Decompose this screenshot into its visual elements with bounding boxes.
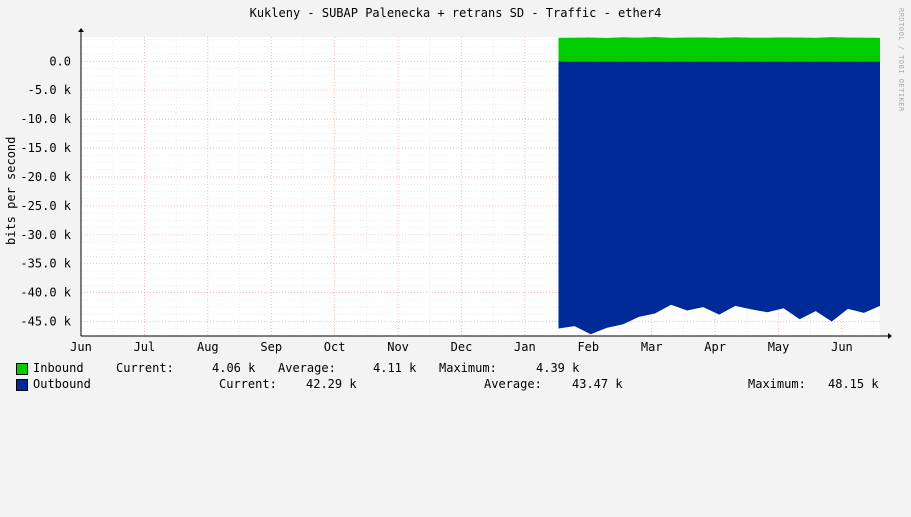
inbound-current-label: Current: <box>116 361 174 375</box>
x-tick-label: Nov <box>387 340 409 354</box>
inbound-label: Inbound <box>33 361 84 375</box>
x-axis-arrow <box>888 333 892 339</box>
x-tick-label: Jun <box>70 340 92 354</box>
x-tick-label: Oct <box>324 340 346 354</box>
x-tick-label: Sep <box>260 340 282 354</box>
inbound-current-value: 4.06 k <box>212 361 256 375</box>
x-tick-label: Jun <box>831 340 853 354</box>
legend-row-inbound: Inbound Current: 4.06 k Average: 4.11 k … <box>16 361 896 376</box>
y-tick-label: -20.0 k <box>20 170 71 184</box>
series-inbound-area <box>558 37 880 62</box>
inbound-average-value: 4.11 k <box>373 361 417 375</box>
rrd-graph: 0.0 -5.0 k -10.0 k -15.0 k -20.0 k -25.0 k -30… <box>4 6 905 393</box>
inbound-maximum-value: 4.39 k <box>536 361 580 375</box>
inbound-swatch <box>16 363 28 375</box>
outbound-label: Outbound <box>33 377 91 391</box>
outbound-average-value: 43.47 k <box>572 377 623 391</box>
inbound-average-label: Average: <box>278 361 336 375</box>
y-tick-label: -30.0 k <box>20 228 71 242</box>
outbound-current-value: 42.29 k <box>306 377 357 391</box>
y-tick-label: -40.0 k <box>20 286 71 300</box>
legend-row-outbound: Outbound Current: 42.29 k Average: 43.47… <box>16 377 896 392</box>
y-tick-label: 0.0 <box>49 54 71 68</box>
y-tick-label: -45.0 k <box>20 315 71 329</box>
x-tick-label: Dec <box>451 340 473 354</box>
outbound-current-label: Current: <box>219 377 277 391</box>
rrdtool-watermark: RRDTOOL / TOBI OETIKER <box>897 8 905 112</box>
x-tick-label: Jul <box>134 340 156 354</box>
y-tick-label: -10.0 k <box>20 112 71 126</box>
outbound-swatch <box>16 379 28 391</box>
outbound-maximum-value: 48.15 k <box>828 377 879 391</box>
x-tick-label: Mar <box>641 340 663 354</box>
y-tick-label: -25.0 k <box>20 199 71 213</box>
x-tick-label: May <box>768 340 790 354</box>
x-tick-label: Feb <box>577 340 599 354</box>
legend: Inbound Current: 4.06 k Average: 4.11 k … <box>16 361 896 393</box>
inbound-maximum-label: Maximum: <box>439 361 497 375</box>
y-tick-label: -15.0 k <box>20 141 71 155</box>
y-axis-label: bits per second <box>4 136 18 245</box>
x-tick-label: Jan <box>514 340 536 354</box>
y-tick-label: -5.0 k <box>28 83 72 97</box>
y-axis-arrow <box>78 28 84 32</box>
x-tick-label: Aug <box>197 340 219 354</box>
outbound-average-label: Average: <box>484 377 542 391</box>
series-outbound-area <box>558 61 880 335</box>
chart-title: Kukleny - SUBAP Palenecka + retrans SD -… <box>249 6 662 20</box>
x-tick-label: Apr <box>704 340 726 354</box>
outbound-maximum-label: Maximum: <box>748 377 806 391</box>
y-tick-label: -35.0 k <box>20 257 71 271</box>
chart-canvas: 0.0 -5.0 k -10.0 k -15.0 k -20.0 k -25.0 k -30… <box>20 28 892 354</box>
